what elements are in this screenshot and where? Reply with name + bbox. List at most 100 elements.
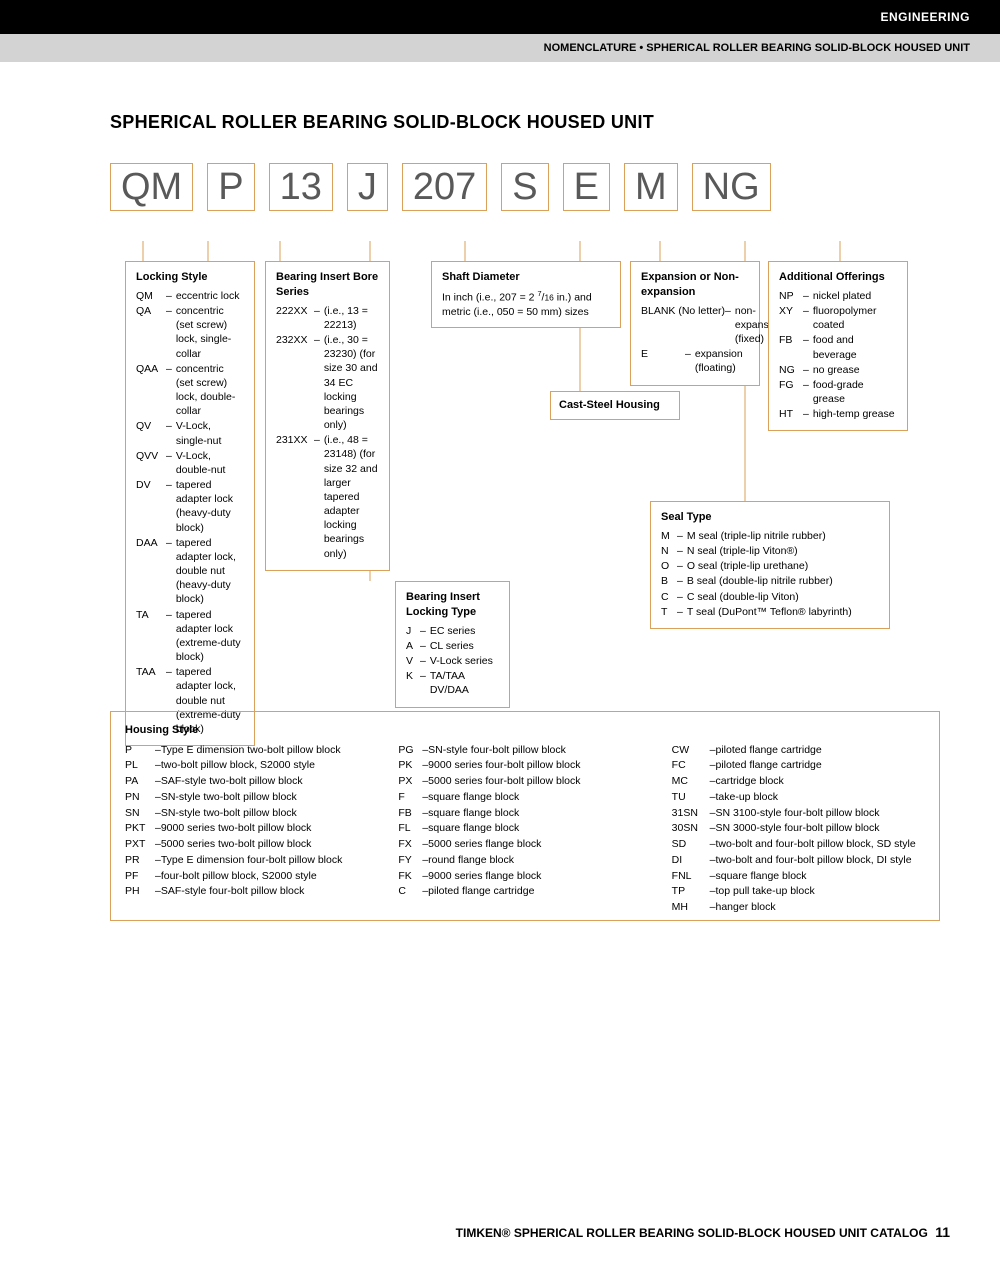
item-row: V–V-Lock series bbox=[406, 654, 499, 668]
item-row: PX–5000 series four-bolt pillow block bbox=[398, 774, 651, 790]
item-row: M–M seal (triple-lip nitrile rubber) bbox=[661, 529, 879, 543]
housing-box: Housing Style P–Type E dimension two-bol… bbox=[110, 711, 940, 921]
item-row: NP–nickel plated bbox=[779, 289, 897, 303]
item-row: HT–high-temp grease bbox=[779, 407, 897, 421]
item-row: C–piloted flange cartridge bbox=[398, 884, 651, 900]
item-row: FY–round flange block bbox=[398, 853, 651, 869]
page-number: 11 bbox=[935, 1224, 950, 1240]
bearing-insert-box: Bearing Insert Bore Series 222XX–(i.e., … bbox=[265, 261, 390, 571]
item-row: B–B seal (double-lip nitrile rubber) bbox=[661, 574, 879, 588]
item-row: FB–square flange block bbox=[398, 806, 651, 822]
item-row: A–CL series bbox=[406, 639, 499, 653]
footer-text: TIMKEN® SPHERICAL ROLLER BEARING SOLID-B… bbox=[456, 1226, 928, 1240]
item-row: PKT–9000 series two-bolt pillow block bbox=[125, 821, 378, 837]
item-row: PXT–5000 series two-bolt pillow block bbox=[125, 837, 378, 853]
code-part-1: P bbox=[207, 163, 254, 211]
code-part-8: NG bbox=[692, 163, 771, 211]
expansion-box: Expansion or Non-expansion BLANK (No let… bbox=[630, 261, 760, 386]
expansion-item: E–expansion (floating) bbox=[641, 347, 749, 375]
code-part-0: QM bbox=[110, 163, 193, 211]
housing-columns: P–Type E dimension two-bolt pillow block… bbox=[125, 743, 925, 916]
item-row: DAA–tapered adapter lock, double nut (he… bbox=[136, 536, 244, 607]
additional-title: Additional Offerings bbox=[779, 270, 897, 285]
item-row: O–O seal (triple-lip urethane) bbox=[661, 559, 879, 573]
content-area: SPHERICAL ROLLER BEARING SOLID-BLOCK HOU… bbox=[0, 62, 1000, 941]
item-row: QM–eccentric lock bbox=[136, 289, 244, 303]
item-row: QV–V-Lock, single-nut bbox=[136, 419, 244, 447]
item-row: PL–two-bolt pillow block, S2000 style bbox=[125, 758, 378, 774]
locking-style-title: Locking Style bbox=[136, 270, 244, 285]
item-row: FX–5000 series flange block bbox=[398, 837, 651, 853]
item-row: PN–SN-style two-bolt pillow block bbox=[125, 790, 378, 806]
item-row: QA–concentric (set screw) lock, single-c… bbox=[136, 304, 244, 361]
shaft-diameter-desc: In inch (i.e., 207 = 2 7/16 in.) and met… bbox=[442, 289, 610, 319]
item-row: DI–two-bolt and four-bolt pillow block, … bbox=[672, 853, 925, 869]
cast-steel-title: Cast-Steel Housing bbox=[559, 398, 671, 413]
housing-title: Housing Style bbox=[125, 722, 925, 739]
additional-box: Additional Offerings NP–nickel platedXY–… bbox=[768, 261, 908, 431]
item-row: PG–SN-style four-bolt pillow block bbox=[398, 743, 651, 759]
item-row: N–N seal (triple-lip Viton®) bbox=[661, 544, 879, 558]
shaft-diameter-title: Shaft Diameter bbox=[442, 270, 610, 285]
item-row: F–square flange block bbox=[398, 790, 651, 806]
item-row: TP–top pull take-up block bbox=[672, 884, 925, 900]
housing-col-1: P–Type E dimension two-bolt pillow block… bbox=[125, 743, 378, 916]
item-row: 231XX–(i.e., 48 = 23148) (for size 32 an… bbox=[276, 433, 379, 561]
nomenclature-code-row: QM P 13 J 207 S E M NG bbox=[110, 163, 940, 211]
item-row: FB–food and beverage bbox=[779, 333, 897, 361]
housing-col-3: CW–piloted flange cartridgeFC–piloted fl… bbox=[672, 743, 925, 916]
item-row: P–Type E dimension two-bolt pillow block bbox=[125, 743, 378, 759]
item-row: MC–cartridge block bbox=[672, 774, 925, 790]
item-row: DV–tapered adapter lock (heavy-duty bloc… bbox=[136, 478, 244, 535]
item-row: 31SN–SN 3100-style four-bolt pillow bloc… bbox=[672, 806, 925, 822]
item-row: NG–no grease bbox=[779, 363, 897, 377]
item-row: TU–take-up block bbox=[672, 790, 925, 806]
shaft-diameter-box: Shaft Diameter In inch (i.e., 207 = 2 7/… bbox=[431, 261, 621, 328]
expansion-item: BLANK (No letter)–non-expansion (fixed) bbox=[641, 304, 749, 347]
item-row: J–EC series bbox=[406, 624, 499, 638]
item-row: CW–piloted flange cartridge bbox=[672, 743, 925, 759]
expansion-title: Expansion or Non-expansion bbox=[641, 270, 749, 300]
item-row: FK–9000 series flange block bbox=[398, 869, 651, 885]
item-row: FNL–square flange block bbox=[672, 869, 925, 885]
item-row: PH–SAF-style four-bolt pillow block bbox=[125, 884, 378, 900]
header-category: ENGINEERING bbox=[0, 0, 1000, 34]
code-part-2: 13 bbox=[269, 163, 333, 211]
item-row: XY–fluoropolymer coated bbox=[779, 304, 897, 332]
item-row: PK–9000 series four-bolt pillow block bbox=[398, 758, 651, 774]
item-row: C–C seal (double-lip Viton) bbox=[661, 590, 879, 604]
item-row: 30SN–SN 3000-style four-bolt pillow bloc… bbox=[672, 821, 925, 837]
housing-col-2: PG–SN-style four-bolt pillow blockPK–900… bbox=[398, 743, 651, 916]
item-row: K–TA/TAA DV/DAA bbox=[406, 669, 499, 697]
cast-steel-box: Cast-Steel Housing bbox=[550, 391, 680, 420]
item-row: TA–tapered adapter lock (extreme-duty bl… bbox=[136, 608, 244, 665]
diagram-area: Locking Style QM–eccentric lockQA–concen… bbox=[110, 241, 940, 921]
item-row: FC–piloted flange cartridge bbox=[672, 758, 925, 774]
item-row: SD–two-bolt and four-bolt pillow block, … bbox=[672, 837, 925, 853]
code-part-3: J bbox=[347, 163, 388, 211]
item-row: FL–square flange block bbox=[398, 821, 651, 837]
item-row: MH–hanger block bbox=[672, 900, 925, 916]
seal-type-box: Seal Type M–M seal (triple-lip nitrile r… bbox=[650, 501, 890, 629]
item-row: PA–SAF-style two-bolt pillow block bbox=[125, 774, 378, 790]
item-row: SN–SN-style two-bolt pillow block bbox=[125, 806, 378, 822]
footer: TIMKEN® SPHERICAL ROLLER BEARING SOLID-B… bbox=[456, 1224, 950, 1240]
locking-style-box: Locking Style QM–eccentric lockQA–concen… bbox=[125, 261, 255, 746]
item-row: QAA–concentric (set screw) lock, double-… bbox=[136, 362, 244, 419]
header-subtitle: NOMENCLATURE • SPHERICAL ROLLER BEARING … bbox=[0, 34, 1000, 62]
seal-type-title: Seal Type bbox=[661, 510, 879, 525]
code-part-7: M bbox=[624, 163, 678, 211]
code-part-4: 207 bbox=[402, 163, 487, 211]
item-row: 222XX–(i.e., 13 = 22213) bbox=[276, 304, 379, 332]
bearing-insert-title: Bearing Insert Bore Series bbox=[276, 270, 379, 300]
locking-type-box: Bearing Insert Locking Type J–EC seriesA… bbox=[395, 581, 510, 708]
item-row: PF–four-bolt pillow block, S2000 style bbox=[125, 869, 378, 885]
item-row: FG–food-grade grease bbox=[779, 378, 897, 406]
item-row: PR–Type E dimension four-bolt pillow blo… bbox=[125, 853, 378, 869]
item-row: T–T seal (DuPont™ Teflon® labyrinth) bbox=[661, 605, 879, 619]
code-part-5: S bbox=[501, 163, 548, 211]
locking-type-title: Bearing Insert Locking Type bbox=[406, 590, 499, 620]
item-row: QVV–V-Lock, double-nut bbox=[136, 449, 244, 477]
code-part-6: E bbox=[563, 163, 610, 211]
page-title: SPHERICAL ROLLER BEARING SOLID-BLOCK HOU… bbox=[110, 112, 940, 133]
